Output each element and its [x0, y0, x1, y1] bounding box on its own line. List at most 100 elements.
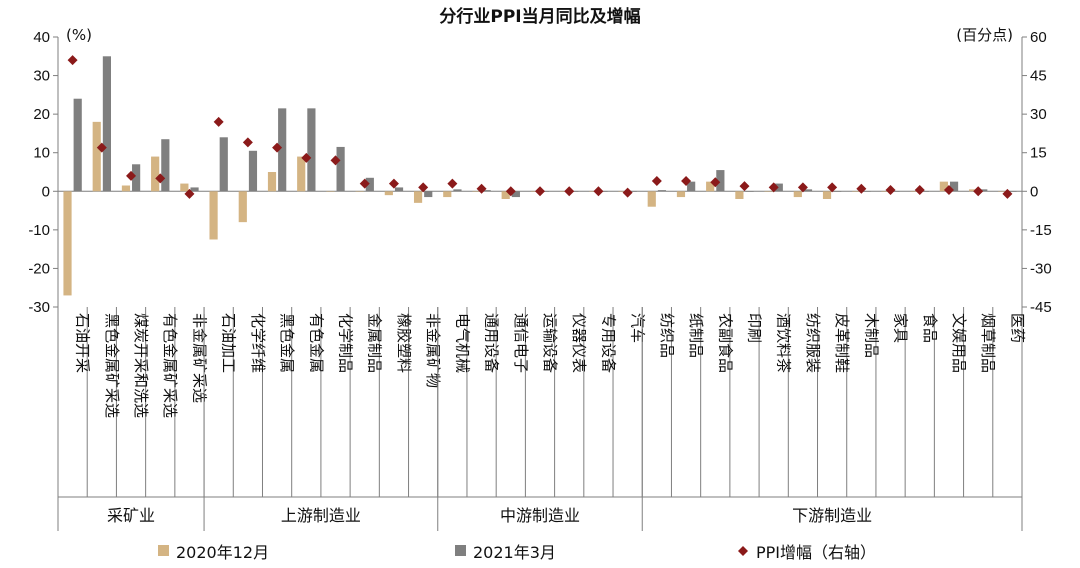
bar-2021-03 — [336, 146, 345, 192]
right-tick-label: -30 — [1030, 260, 1052, 277]
bar-2020-12 — [998, 191, 1007, 192]
category-label: 石油加工 — [220, 313, 238, 373]
left-axis-unit: (%) — [66, 26, 92, 44]
bar-2020-12 — [764, 191, 773, 192]
bar-2020-12 — [355, 191, 364, 192]
ppi-change-marker — [651, 176, 662, 186]
bar-2021-03 — [278, 108, 287, 192]
bar-2020-12 — [852, 191, 861, 192]
bar-2021-03 — [453, 189, 462, 192]
bar-2021-03 — [628, 191, 637, 192]
bar-2020-12 — [63, 191, 72, 296]
category-label: 专用设备 — [599, 313, 617, 373]
bar-2020-12 — [530, 191, 539, 192]
bar-2021-03 — [219, 137, 228, 192]
ppi-change-marker — [681, 176, 692, 186]
bar-2020-12 — [881, 191, 890, 192]
bar-2020-12 — [793, 191, 802, 198]
bar-2021-03 — [132, 164, 141, 192]
category-label: 纺织服装 — [804, 313, 822, 373]
ppi-change-marker — [505, 186, 516, 197]
ppi-change-marker — [973, 186, 984, 197]
legend-ppi-change-swatch — [738, 546, 748, 556]
category-label: 运输设备 — [541, 313, 559, 373]
right-axis-unit: (百分点) — [956, 26, 1013, 44]
ppi-change-marker — [564, 186, 575, 197]
ppi-change-marker — [768, 182, 779, 193]
category-label: 通信电子 — [512, 313, 530, 373]
ppi-change-marker — [184, 188, 195, 199]
bar-2021-03 — [979, 189, 988, 192]
bar-2021-03 — [307, 108, 316, 192]
category-label: 石油开采 — [74, 313, 92, 373]
bar-2020-12 — [180, 183, 189, 192]
bar-2021-03 — [365, 177, 374, 192]
ppi-change-marker — [96, 142, 107, 153]
right-tick-label: 15 — [1030, 145, 1047, 162]
ppi-change-marker — [856, 183, 867, 194]
bar-2021-03 — [424, 191, 433, 198]
ppi-change-marker — [593, 186, 604, 197]
bar-2020-12 — [443, 191, 452, 198]
bar-2021-03 — [599, 191, 608, 192]
category-label: 金属制品 — [366, 313, 384, 373]
category-label: 皮革制鞋 — [833, 313, 851, 373]
bar-2020-12 — [501, 191, 510, 199]
ppi-change-marker — [827, 182, 838, 193]
category-label: 纺织品 — [658, 313, 676, 358]
left-tick-label: -20 — [28, 260, 50, 277]
right-tick-label: 60 — [1030, 29, 1047, 46]
bar-2021-03 — [687, 181, 696, 192]
ppi-change-marker — [914, 185, 925, 195]
bar-2021-03 — [920, 191, 929, 192]
bar-2020-12 — [151, 156, 160, 192]
ppi-change-marker — [447, 178, 458, 189]
right-tick-label: 30 — [1030, 106, 1047, 123]
bar-2020-12 — [413, 191, 423, 203]
category-label: 食品 — [921, 313, 939, 343]
legend-2021-03-swatch — [455, 545, 466, 556]
category-label: 黑色金属矿采选 — [103, 313, 121, 418]
category-label: 黑色金属 — [278, 313, 296, 373]
bar-2020-12 — [618, 191, 627, 192]
bar-2020-12 — [326, 191, 335, 192]
bar-2020-12 — [969, 189, 978, 192]
bar-2020-12 — [910, 191, 919, 192]
bar-2020-12 — [209, 191, 218, 240]
right-tick-label: 0 — [1030, 183, 1038, 200]
bar-2020-12 — [297, 156, 306, 192]
bar-2021-03 — [161, 139, 170, 192]
category-label: 文娱用品 — [950, 313, 968, 373]
legend-2020-12-label: 2020年12月 — [176, 543, 269, 562]
bar-2021-03 — [657, 190, 667, 192]
category-label: 非金属矿物 — [424, 313, 442, 388]
group-label: 采矿业 — [107, 506, 155, 525]
category-label: 家具 — [892, 313, 910, 343]
category-label: 木制品 — [862, 313, 880, 358]
category-label: 农副食品 — [716, 313, 734, 373]
left-tick-label: 40 — [33, 29, 50, 46]
category-label: 电气机械 — [453, 313, 471, 373]
ppi-change-marker — [155, 173, 166, 184]
bar-2020-12 — [92, 121, 101, 192]
left-tick-label: 0 — [42, 183, 50, 200]
legend-2021-03-label: 2021年3月 — [473, 543, 556, 562]
bar-2020-12 — [676, 191, 686, 198]
bar-2021-03 — [102, 56, 111, 192]
ppi-change-marker — [535, 186, 545, 197]
ppi-change-marker — [330, 155, 341, 166]
bar-2021-03 — [891, 191, 900, 192]
bar-2021-03 — [73, 98, 82, 192]
ppi-change-marker — [943, 185, 954, 195]
bar-2020-12 — [647, 191, 656, 207]
bar-2021-03 — [511, 191, 520, 198]
bar-2021-03 — [833, 191, 842, 192]
ppi-change-marker — [622, 187, 633, 198]
bar-2021-03 — [1008, 191, 1017, 192]
bar-2021-03 — [190, 187, 199, 192]
legend-2020-12-swatch — [158, 545, 169, 556]
ppi-change-marker — [242, 137, 253, 148]
bar-2021-03 — [862, 191, 871, 192]
ppi-change-marker — [476, 183, 487, 194]
